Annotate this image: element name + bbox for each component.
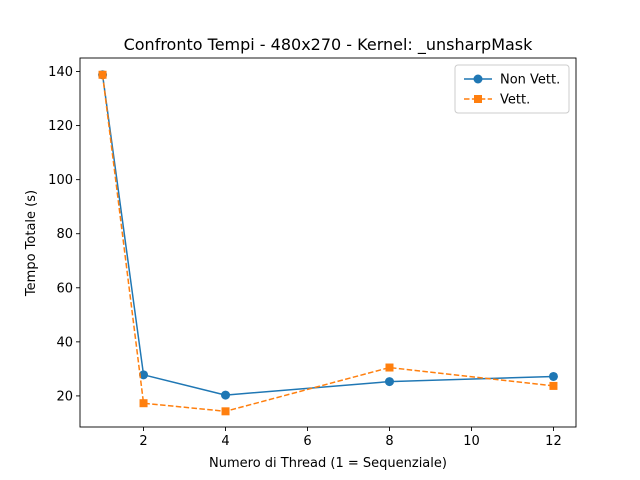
data-point-1-4 — [549, 381, 558, 390]
y-tick-label-1: 40 — [56, 335, 73, 350]
data-point-1-0 — [98, 70, 107, 79]
legend-box — [454, 64, 570, 114]
legend-marker-1 — [474, 95, 482, 103]
x-tick-label-1: 4 — [221, 434, 229, 449]
data-point-0-1 — [139, 370, 149, 380]
y-tick-label-0: 20 — [56, 389, 73, 404]
legend: Non Vett. Vett. — [454, 64, 570, 114]
x-tick-label-4: 10 — [463, 434, 480, 449]
series-line-1 — [101, 74, 554, 413]
data-point-0-4 — [548, 371, 558, 381]
x-axis-title: Numero di Thread (1 = Sequenziale) — [209, 456, 447, 471]
x-tick-label-2: 6 — [303, 434, 311, 449]
series-line-0 — [101, 74, 554, 396]
data-point-1-2 — [221, 407, 230, 416]
plot-area — [98, 70, 558, 416]
legend-label-0: Non Vett. — [500, 73, 560, 88]
data-point-0-2 — [221, 390, 231, 400]
y-tick-label-6: 140 — [48, 65, 73, 80]
chart-title: Confronto Tempi - 480x270 - Kernel: _uns… — [124, 35, 534, 55]
x-tick-label-0: 2 — [139, 434, 147, 449]
y-tick-label-3: 80 — [56, 227, 73, 242]
data-point-1-3 — [385, 363, 394, 372]
y-tick-label-4: 100 — [48, 173, 73, 188]
legend-marker-0 — [473, 74, 483, 84]
legend-label-1: Vett. — [500, 93, 530, 108]
y-tick-label-5: 120 — [48, 119, 73, 134]
plot-frame — [79, 57, 577, 428]
y-tick-label-2: 60 — [56, 281, 73, 296]
data-point-1-1 — [139, 399, 148, 408]
x-tick-label-5: 12 — [545, 434, 562, 449]
axes: 2 4 6 8 10 12 20 40 60 80 100 120 140 — [48, 57, 577, 449]
x-tick-label-3: 8 — [385, 434, 393, 449]
y-axis-title: Tempo Totale (s) — [24, 190, 39, 297]
data-point-0-3 — [384, 377, 394, 387]
